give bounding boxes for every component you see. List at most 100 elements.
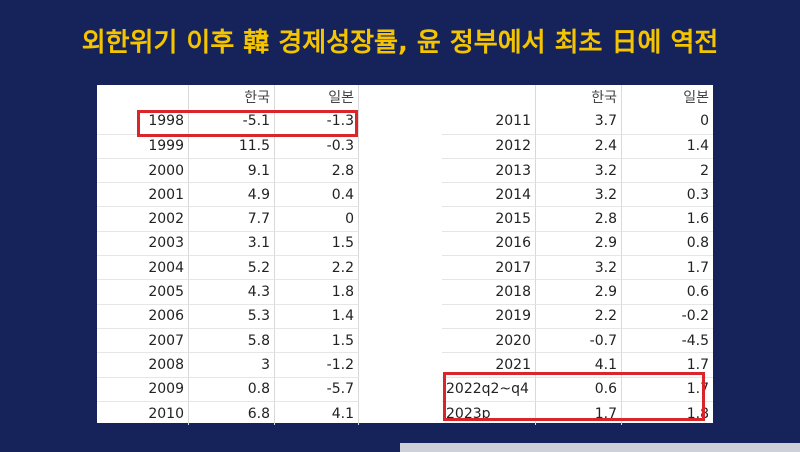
cell-year: 2004 <box>97 255 189 280</box>
highlight-box-1998 <box>137 110 358 137</box>
cell-korea: 6.8 <box>189 400 275 426</box>
bottom-strip <box>400 443 800 452</box>
header-year <box>97 85 189 110</box>
cell-japan: 0 <box>275 206 359 231</box>
cell-year: 2012 <box>442 133 536 158</box>
cell-year: 2018 <box>442 279 536 304</box>
cell-year: 2023p <box>442 400 536 426</box>
cell-japan: 1.7 <box>622 352 713 376</box>
table-row: 2008 3 -1.2 <box>97 352 359 377</box>
cell-korea: 4.1 <box>536 352 622 377</box>
table-row: 2000 9.1 2.8 <box>97 157 359 183</box>
cell-japan: 0.6 <box>622 279 713 303</box>
cell-japan: 0 <box>700 113 709 130</box>
cell-korea: 3.7 <box>536 109 622 134</box>
cell-year: 1998 <box>97 109 189 134</box>
cell-korea: 4.3 <box>189 279 275 304</box>
cell-korea: 2.9 <box>536 279 622 304</box>
cell-korea: 2.8 <box>536 206 622 231</box>
table-row: 2009 0.8 -5.7 <box>97 376 359 401</box>
cell-japan: 1.4 <box>275 303 359 328</box>
table-row: 2016 2.9 0.8 <box>442 230 713 256</box>
cell-year: 2009 <box>97 376 189 401</box>
cell-korea: -5.1 <box>189 109 275 134</box>
table-row: 2018 2.9 0.6 <box>442 279 713 304</box>
cell-year: 2016 <box>442 230 536 256</box>
cell-year: 2015 <box>442 206 536 231</box>
cell-japan: -4.5 <box>622 327 713 352</box>
table-right-header-row: 한국 일본 <box>442 85 713 110</box>
cell-japan: 0.4 <box>275 182 359 207</box>
cell-japan: 1.5 <box>275 327 359 353</box>
cell-year: 2000 <box>97 157 189 183</box>
cell-year: 2019 <box>442 303 536 328</box>
header-korea: 한국 <box>536 85 622 110</box>
cell-japan: 0.3 <box>622 182 713 206</box>
cell-korea: 2.4 <box>536 133 622 158</box>
cell-korea: 3.1 <box>189 230 275 256</box>
table-row: 2015 2.8 1.6 <box>442 206 713 231</box>
table-row: 2020 -0.7 -4.5 <box>442 327 713 353</box>
cell-japan: 1.6 <box>622 206 713 230</box>
cell-year: 2006 <box>97 303 189 328</box>
table-left: 한국 일본 1998 -5.1 -1.3 1999 11.5 -0.3 2000 9.1 2.8… <box>97 85 359 426</box>
header-japan: 일본 <box>683 90 709 107</box>
cell-japan: -0.3 <box>275 133 359 158</box>
header-year <box>442 85 536 110</box>
cell-year: 2020 <box>442 327 536 353</box>
cell-year: 2011 <box>442 109 536 134</box>
table-row: 2014 3.2 0.3 <box>442 182 713 207</box>
cell-korea: 2.9 <box>536 230 622 256</box>
cell-korea: 0.6 <box>536 376 622 401</box>
cell-korea: 3.2 <box>536 157 622 183</box>
table-row: 2003 3.1 1.5 <box>97 230 359 256</box>
cell-korea: 9.1 <box>189 157 275 183</box>
table-left-header-row: 한국 일본 <box>97 85 359 110</box>
header-japan: 일본 <box>275 85 359 110</box>
table-row: 1999 11.5 -0.3 <box>97 133 359 158</box>
cell-year: 1999 <box>97 133 189 158</box>
cell-japan: 2.2 <box>275 255 359 280</box>
cell-year: 2005 <box>97 279 189 304</box>
cell-year: 2001 <box>97 182 189 207</box>
cell-korea: 5.3 <box>189 303 275 328</box>
cell-japan: 1.5 <box>275 230 359 256</box>
cell-year: 2008 <box>97 352 189 377</box>
cell-korea: 4.9 <box>189 182 275 207</box>
table-row: 2010 6.8 4.1 <box>97 400 359 426</box>
cell-year: 2021 <box>442 352 536 377</box>
cell-korea: 3.2 <box>536 182 622 207</box>
highlight-box-2022-2023 <box>443 372 705 421</box>
cell-korea: 5.2 <box>189 255 275 280</box>
table-row: 2004 5.2 2.2 <box>97 255 359 280</box>
table-row: 2012 2.4 1.4 <box>442 133 713 158</box>
cell-korea: 0.8 <box>189 376 275 401</box>
cell-year: 2002 <box>97 206 189 231</box>
cell-japan: -1.3 <box>275 109 359 134</box>
cell-korea: 11.5 <box>189 133 275 158</box>
cell-year: 2013 <box>442 157 536 183</box>
cell-korea: 3 <box>189 352 275 377</box>
headline: 외한위기 이후 韓 경제성장률, 윤 정부에서 최초 日에 역전 <box>81 28 719 58</box>
table-row: 2002 7.7 0 <box>97 206 359 231</box>
cell-japan: -0.2 <box>622 303 713 328</box>
cell-korea: 7.7 <box>189 206 275 231</box>
table-row: 2007 5.8 1.5 <box>97 327 359 353</box>
cell-korea: 5.8 <box>189 327 275 353</box>
table-row: 2001 4.9 0.4 <box>97 182 359 207</box>
cell-japan: 2 <box>622 157 713 182</box>
cell-japan: 2.8 <box>275 157 359 183</box>
table-row: 2019 2.2 -0.2 <box>442 303 713 328</box>
cell-korea: 1.7 <box>536 400 622 426</box>
cell-year: 2003 <box>97 230 189 256</box>
cell-year: 2007 <box>97 327 189 353</box>
cell-japan: -1.2 <box>275 352 359 377</box>
table-row: 2022q2~q4 0.6 1.7 <box>442 376 713 401</box>
cell-japan: 1.8 <box>275 279 359 304</box>
cell-japan: 1.7 <box>622 255 713 279</box>
table-row: 2011 3.7 0 <box>442 109 713 134</box>
cell-year: 2014 <box>442 182 536 207</box>
table-row: 2013 3.2 2 <box>442 157 713 183</box>
table-row: 2006 5.3 1.4 <box>97 303 359 328</box>
cell-japan: -5.7 <box>275 376 359 401</box>
